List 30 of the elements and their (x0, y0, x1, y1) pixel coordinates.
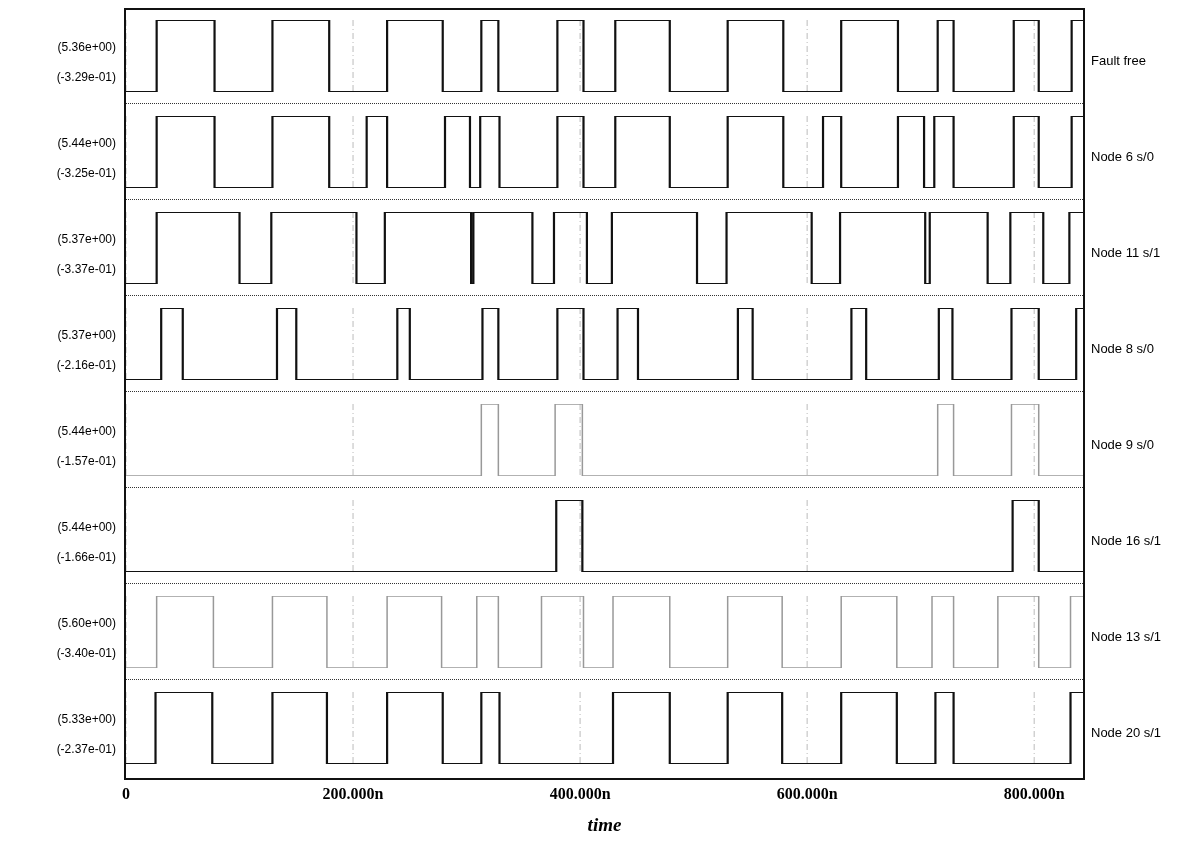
series-label: Node 13 s/1 (1091, 629, 1162, 644)
x-axis-title: time (587, 814, 622, 835)
series-label: Fault free (1091, 53, 1146, 68)
text: (-2.16e-01) (55, 357, 116, 374)
x-tick-label: 0 (122, 785, 130, 803)
text: (-2.37e-01) (55, 741, 116, 758)
text: (5.44e+00) (56, 519, 116, 536)
x-tick-label: 800.000n (1003, 785, 1065, 803)
series-label: Node 11 s/1 (1091, 245, 1161, 260)
text: (5.44e+00) (56, 423, 116, 440)
series-label: Node 8 s/0 (1091, 341, 1154, 356)
text: (5.37e+00) (56, 231, 116, 248)
text: (-1.66e-01) (55, 549, 116, 566)
text: (-3.40e-01) (55, 645, 116, 662)
text: (-3.37e-01) (55, 261, 116, 278)
series-label: Node 20 s/1 (1091, 725, 1162, 740)
text: (5.37e+00) (56, 327, 116, 344)
text: (-3.29e-01) (55, 69, 116, 86)
x-tick-label: 200.000n (322, 785, 384, 803)
series-label: Node 9 s/0 (1091, 437, 1154, 452)
series-label: Node 16 s/1 (1091, 533, 1162, 548)
x-tick-label: 400.000n (549, 785, 611, 803)
text: (-1.57e-01) (55, 453, 116, 470)
text: (5.33e+00) (56, 711, 116, 728)
text: (5.36e+00) (56, 39, 116, 56)
series-label: Node 6 s/0 (1091, 149, 1154, 164)
text: (-3.25e-01) (55, 165, 116, 182)
x-tick-label: 600.000n (776, 785, 838, 803)
text: (5.60e+00) (56, 615, 116, 632)
text: (5.44e+00) (56, 135, 116, 152)
